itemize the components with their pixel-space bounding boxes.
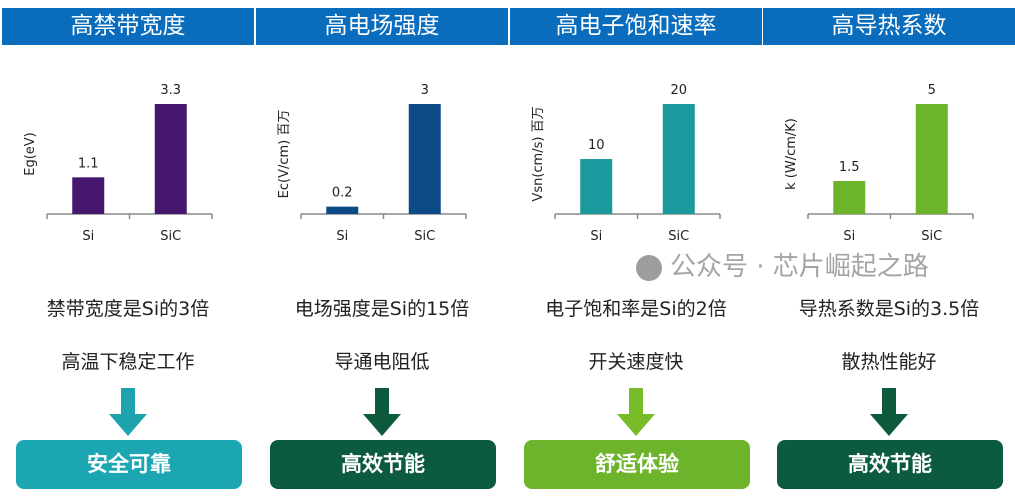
data-label: 10 [588,138,605,153]
data-label: 1.5 [839,160,860,175]
panel-header: 高禁带宽度 [2,8,254,45]
benefit-text: 导通电阻低 [334,351,430,373]
data-label: 20 [670,83,687,98]
benefit-text: 散热性能好 [841,351,937,373]
wechat-icon [636,254,662,281]
benefit-text: 高温下稳定工作 [61,351,195,373]
category-label: SiC [921,229,942,244]
result-badge: 高效节能 [270,440,496,489]
panel-3: 高电子饱和速率 Vsn(cm/s) 百万 10 Si 20 SiC 电子饱和率是Si的2… [510,0,762,500]
data-label: 3.3 [160,83,181,98]
result-badge: 舒适体验 [524,440,750,489]
bar-sic [662,104,695,214]
bar-si [72,177,105,214]
bar-sic [408,104,441,214]
bar-chart: Vsn(cm/s) 百万 10 Si 20 SiC [531,83,721,244]
result-badge: 高效节能 [777,440,1003,489]
panel-header: 高电场强度 [256,8,508,45]
bar-chart: Ec(V/cm) 百万 0.2 Si 3 SiC [277,83,467,244]
category-label: SiC [160,229,181,244]
comparison-text: 禁带宽度是Si的3倍 [46,298,210,320]
y-axis-label: Vsn(cm/s) 百万 [531,106,546,201]
y-axis-label: k (W/cm/K) [784,118,799,190]
watermark: 公众号 · 芯片崛起之路 [636,252,929,282]
bar-si [580,159,613,214]
panel-4: 高导热系数 k (W/cm/K) 1.5 Si 5 SiC 导热系数是Si的3.5倍 散… [763,0,1015,500]
bar-sic [915,104,948,214]
down-arrow-icon [617,388,655,436]
down-arrow-icon [109,388,147,436]
data-label: 0.2 [332,186,353,201]
category-label: SiC [668,229,689,244]
bar-sic [154,104,187,214]
comparison-text: 导热系数是Si的3.5倍 [798,298,980,320]
panel-2: 高电场强度 Ec(V/cm) 百万 0.2 Si 3 SiC 电场强度是Si的15倍 导… [256,0,508,500]
bar-chart: k (W/cm/K) 1.5 Si 5 SiC [784,83,974,244]
category-label: Si [843,229,855,244]
category-label: Si [590,229,602,244]
panel-header: 高导热系数 [763,8,1015,45]
comparison-text: 电子饱和率是Si的2倍 [545,298,727,320]
down-arrow-icon [870,388,908,436]
data-label: 5 [928,83,936,98]
comparison-text: 电场强度是Si的15倍 [294,298,470,320]
panel-1: 高禁带宽度 Eg(eV) 1.1 Si 3.3 SiC 禁带宽度是Si的3倍 高温下稳定… [2,0,254,500]
data-label: 3 [421,83,429,98]
result-badge: 安全可靠 [16,440,242,489]
bar-si [833,181,866,214]
category-label: Si [336,229,348,244]
watermark-text: 公众号 · 芯片崛起之路 [670,252,929,282]
panel-header: 高电子饱和速率 [510,8,762,45]
bar-si [326,206,359,214]
down-arrow-icon [363,388,401,436]
benefit-text: 开关速度快 [588,351,684,373]
y-axis-label: Eg(eV) [23,132,38,176]
data-label: 1.1 [78,156,99,171]
category-label: Si [82,229,94,244]
y-axis-label: Ec(V/cm) 百万 [277,110,292,199]
bar-chart: Eg(eV) 1.1 Si 3.3 SiC [23,83,213,244]
category-label: SiC [414,229,435,244]
